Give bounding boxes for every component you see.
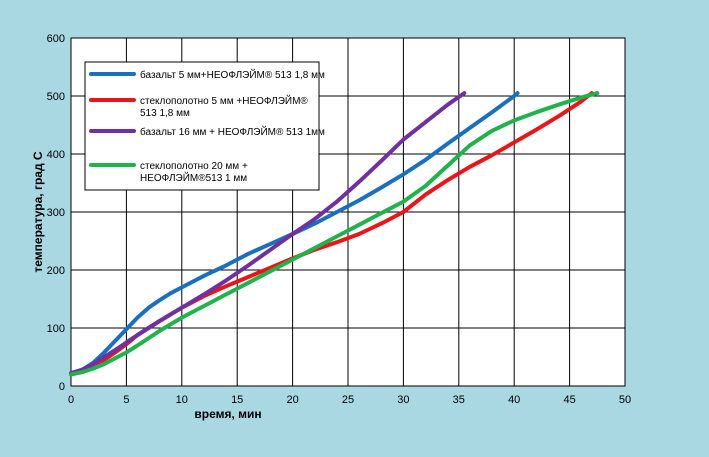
x-axis-label: время, мин	[194, 407, 261, 421]
x-tick-label: 50	[619, 394, 631, 406]
x-tick-label: 35	[453, 394, 465, 406]
y-axis-label: температура, град С	[31, 151, 45, 273]
x-tick-labels: 0 5 10 15 20 25 30 35 40 45 50	[68, 394, 631, 406]
x-tick-label: 5	[123, 394, 129, 406]
legend-label: базальт 16 мм + НЕОФЛЭЙМ® 513 1мм	[140, 125, 325, 138]
x-tick-label: 10	[176, 394, 188, 406]
x-tick-label: 45	[563, 394, 575, 406]
legend: базальт 5 мм+НЕОФЛЭЙМ® 513 1,8 мм стеклоп…	[84, 61, 325, 191]
y-tick-label: 200	[47, 265, 65, 277]
legend-label: базальт 5 мм+НЕОФЛЭЙМ® 513 1,8 мм	[140, 68, 325, 81]
x-tick-label: 0	[68, 394, 74, 406]
y-tick-label: 0	[59, 381, 65, 393]
y-tick-label: 500	[47, 91, 65, 103]
series-lines	[69, 91, 600, 377]
legend-box	[84, 61, 320, 191]
series-line-3	[69, 91, 467, 376]
x-tick-label: 30	[397, 394, 409, 406]
y-tick-label: 300	[47, 207, 65, 219]
x-tick-label: 40	[508, 394, 520, 406]
y-tick-label: 400	[47, 149, 65, 161]
x-tick-label: 25	[342, 394, 354, 406]
y-tick-label: 100	[47, 323, 65, 335]
legend-label: стеклополотно 5 мм +НЕОФЛЭЙМ®	[140, 94, 308, 107]
legend-label: стеклополотно 20 мм +	[140, 161, 248, 172]
y-tick-label: 600	[47, 33, 65, 45]
legend-label: 513 1,8 мм	[140, 108, 190, 119]
x-tick-label: 15	[231, 394, 243, 406]
y-tick-labels: 0 100 200 300 400 500 600	[47, 33, 65, 393]
series-line-4	[69, 91, 600, 377]
series-line-1	[69, 91, 520, 376]
legend-label: НЕОФЛЭЙМ®513 1 мм	[140, 171, 247, 184]
x-tick-label: 20	[286, 394, 298, 406]
